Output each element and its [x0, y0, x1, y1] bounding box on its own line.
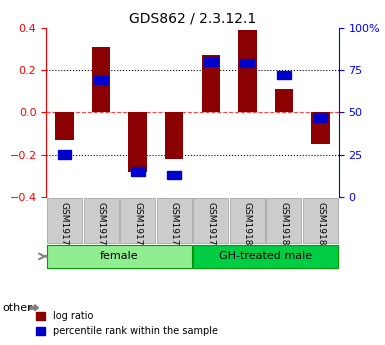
Bar [131, 167, 145, 176]
Bar [240, 59, 254, 67]
FancyBboxPatch shape [230, 198, 265, 243]
Bar [275, 89, 293, 112]
FancyBboxPatch shape [193, 198, 228, 243]
Bar [94, 76, 108, 85]
Bar [202, 55, 220, 112]
Bar [92, 47, 110, 112]
FancyBboxPatch shape [266, 198, 301, 243]
FancyBboxPatch shape [47, 198, 82, 243]
Text: GSM19182: GSM19182 [316, 202, 325, 251]
Text: GSM19180: GSM19180 [243, 202, 252, 251]
Text: GSM19181: GSM19181 [280, 202, 288, 251]
Bar [55, 112, 74, 140]
Bar [57, 150, 72, 159]
Bar [204, 57, 218, 66]
Bar [167, 171, 181, 179]
Bar [129, 112, 147, 172]
Text: GSM19177: GSM19177 [133, 202, 142, 251]
Bar [277, 71, 291, 79]
Text: GSM19175: GSM19175 [60, 202, 69, 251]
Legend: log ratio, percentile rank within the sample: log ratio, percentile rank within the sa… [32, 307, 222, 340]
Text: GSM19176: GSM19176 [97, 202, 105, 251]
Title: GDS862 / 2.3.12.1: GDS862 / 2.3.12.1 [129, 11, 256, 25]
FancyBboxPatch shape [193, 245, 338, 268]
Bar [238, 30, 256, 112]
Bar [313, 113, 328, 122]
Text: GSM19179: GSM19179 [206, 202, 215, 251]
Text: female: female [100, 252, 139, 262]
Text: GSM19178: GSM19178 [170, 202, 179, 251]
FancyBboxPatch shape [120, 198, 155, 243]
FancyBboxPatch shape [157, 198, 192, 243]
Bar [165, 112, 183, 159]
FancyBboxPatch shape [47, 245, 192, 268]
Text: other: other [2, 303, 32, 313]
FancyBboxPatch shape [84, 198, 119, 243]
Text: GH-treated male: GH-treated male [219, 252, 312, 262]
Bar [311, 112, 330, 144]
FancyBboxPatch shape [303, 198, 338, 243]
